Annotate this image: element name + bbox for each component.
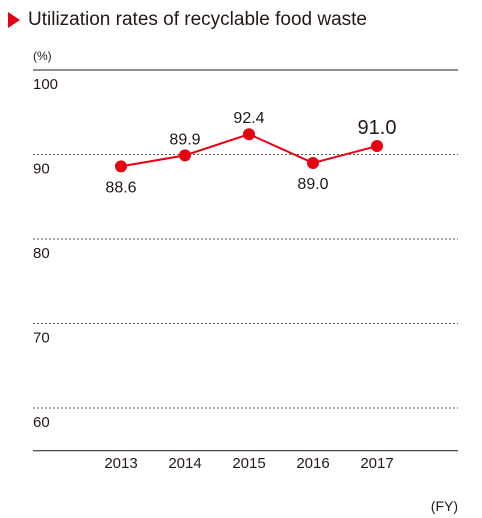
y-tick-label: 70 xyxy=(33,330,50,347)
x-tick-label: 2013 xyxy=(104,455,137,472)
x-axis-label: (FY) xyxy=(430,498,458,514)
y-tick-label: 60 xyxy=(33,414,50,431)
data-label: 89.9 xyxy=(169,131,200,148)
data-label: 89.0 xyxy=(297,176,328,193)
y-tick-label: 90 xyxy=(33,161,50,178)
x-tick-label: 2014 xyxy=(168,455,201,472)
data-label: 92.4 xyxy=(233,110,264,127)
data-labels: 88.6 89.9 92.4 89.0 91.0 xyxy=(105,110,396,196)
data-point-marker xyxy=(115,160,127,173)
grid-lines xyxy=(33,69,458,452)
y-tick-labels: 100 90 80 70 60 xyxy=(33,76,58,431)
y-tick-label: 100 xyxy=(33,76,58,93)
y-axis-unit: (%) xyxy=(33,49,52,63)
x-tick-label: 2015 xyxy=(232,455,265,472)
y-tick-label: 80 xyxy=(33,245,50,262)
x-tick-labels: 2013 2014 2015 2016 2017 xyxy=(104,455,393,472)
data-point-marker xyxy=(243,128,255,141)
x-tick-label: 2016 xyxy=(296,455,329,472)
data-label: 88.6 xyxy=(105,179,136,196)
data-point-marker xyxy=(371,140,383,153)
chart-title-row: Utilization rates of recyclable food was… xyxy=(8,9,367,31)
series-markers xyxy=(115,128,383,173)
data-point-marker xyxy=(307,156,319,169)
triangle-marker-icon xyxy=(8,12,20,28)
data-point-marker xyxy=(179,149,191,162)
x-tick-label: 2017 xyxy=(360,455,393,472)
chart-title: Utilization rates of recyclable food was… xyxy=(28,9,367,30)
data-label: 91.0 xyxy=(358,117,397,139)
